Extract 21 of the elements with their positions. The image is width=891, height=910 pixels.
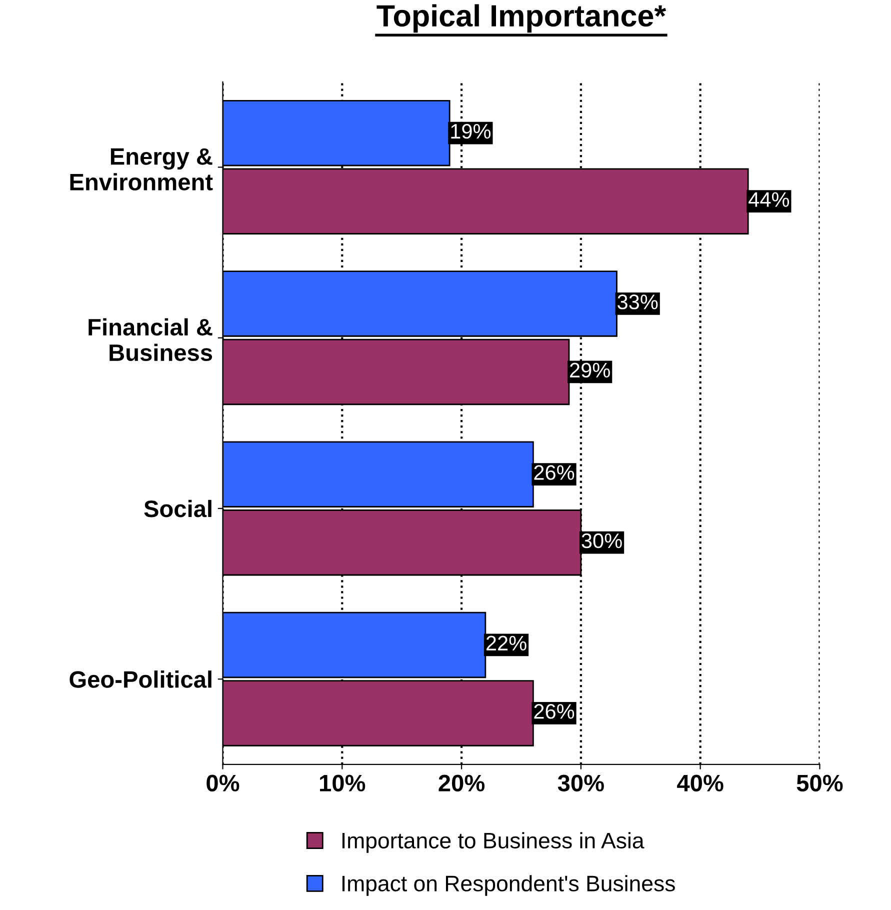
y-tick-label: Geo-Political: [70, 670, 212, 688]
legend-label: Impact on Respondent's Business: [342, 875, 675, 896]
x-tick-label: 40%: [677, 774, 724, 792]
data-label: 33%: [618, 294, 658, 310]
data-label: 26%: [534, 465, 574, 480]
data-label: 26%: [534, 704, 574, 719]
data-label: 22%: [486, 636, 526, 650]
x-tick-label: 30%: [558, 774, 604, 792]
y-tick-label: Energy & Environment: [70, 148, 213, 190]
legend-label: Importance to Business in Asia: [342, 832, 644, 853]
data-label: 30%: [582, 533, 622, 548]
data-label: 44%: [748, 192, 790, 207]
x-tick-label: 20%: [438, 774, 485, 792]
x-tick-label: 0%: [206, 774, 240, 792]
y-tick-label: Financial & Business: [88, 318, 212, 362]
x-tick-label: 10%: [320, 774, 366, 792]
data-label: 19%: [451, 124, 491, 139]
y-tick-label: Social: [144, 500, 212, 518]
chart-title: Topical Importance*: [376, 4, 666, 33]
data-label: 29%: [570, 362, 610, 378]
x-tick-label: 50%: [796, 774, 843, 792]
